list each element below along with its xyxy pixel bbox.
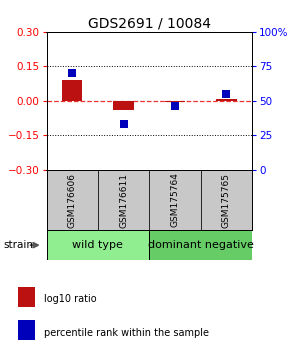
Bar [201,170,252,230]
Bar [18,287,35,307]
Bar [216,98,237,101]
Bar [46,230,149,260]
Bar [62,80,82,101]
Bar [18,320,35,340]
Bar [98,170,149,230]
Point [172,104,177,109]
Bar [113,101,134,110]
Bar [165,101,185,102]
Text: GSM175765: GSM175765 [222,172,231,228]
Text: GSM176606: GSM176606 [68,172,77,228]
Text: log10 ratio: log10 ratio [44,295,97,304]
Text: wild type: wild type [72,240,123,250]
Title: GDS2691 / 10084: GDS2691 / 10084 [88,17,211,31]
Text: GSM175764: GSM175764 [170,172,179,228]
Text: strain: strain [3,240,33,250]
Bar [149,230,252,260]
Point [121,121,126,127]
Text: GSM176611: GSM176611 [119,172,128,228]
Text: dominant negative: dominant negative [148,240,254,250]
Bar [149,170,201,230]
Point [70,70,75,76]
Point [224,91,229,97]
Bar [46,170,98,230]
Text: percentile rank within the sample: percentile rank within the sample [44,328,209,338]
